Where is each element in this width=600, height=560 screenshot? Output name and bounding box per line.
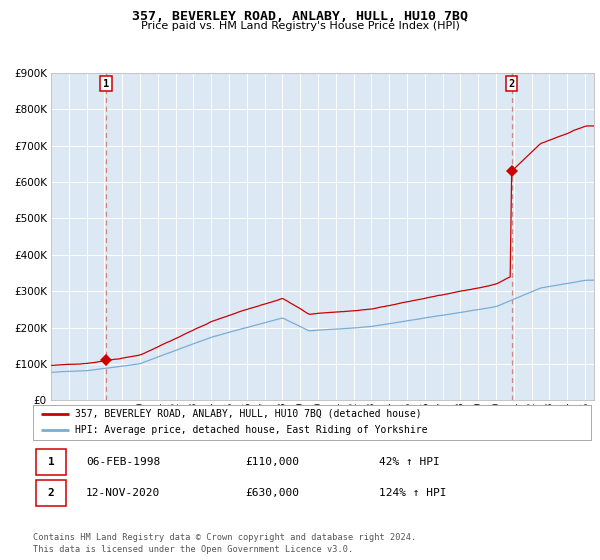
Text: 42% ↑ HPI: 42% ↑ HPI xyxy=(379,457,440,466)
Text: 12-NOV-2020: 12-NOV-2020 xyxy=(86,488,160,498)
Text: 2: 2 xyxy=(508,79,515,88)
FancyBboxPatch shape xyxy=(36,449,67,475)
Text: 06-FEB-1998: 06-FEB-1998 xyxy=(86,457,160,466)
Text: This data is licensed under the Open Government Licence v3.0.: This data is licensed under the Open Gov… xyxy=(33,545,353,554)
Text: 357, BEVERLEY ROAD, ANLABY, HULL, HU10 7BQ (detached house): 357, BEVERLEY ROAD, ANLABY, HULL, HU10 7… xyxy=(75,409,421,418)
Text: HPI: Average price, detached house, East Riding of Yorkshire: HPI: Average price, detached house, East… xyxy=(75,425,427,435)
FancyBboxPatch shape xyxy=(36,480,67,506)
Text: £630,000: £630,000 xyxy=(245,488,299,498)
Text: 357, BEVERLEY ROAD, ANLABY, HULL, HU10 7BQ: 357, BEVERLEY ROAD, ANLABY, HULL, HU10 7… xyxy=(132,10,468,22)
Text: 124% ↑ HPI: 124% ↑ HPI xyxy=(379,488,446,498)
Text: 1: 1 xyxy=(48,457,55,466)
Text: Price paid vs. HM Land Registry's House Price Index (HPI): Price paid vs. HM Land Registry's House … xyxy=(140,21,460,31)
Text: £110,000: £110,000 xyxy=(245,457,299,466)
Text: 2: 2 xyxy=(48,488,55,498)
Text: Contains HM Land Registry data © Crown copyright and database right 2024.: Contains HM Land Registry data © Crown c… xyxy=(33,533,416,542)
Text: 1: 1 xyxy=(103,79,109,88)
